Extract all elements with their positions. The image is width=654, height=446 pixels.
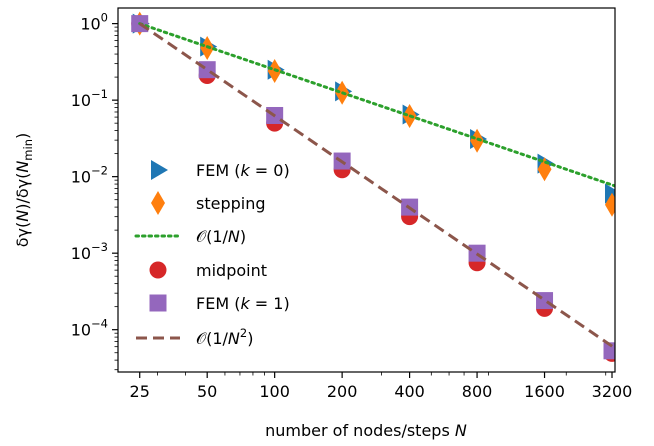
legend-key-1 [151,191,165,215]
y-axis-label: δγ(N)/δγ(Nmin) [13,133,35,248]
legend-label-4: FEM (k = 1) [196,294,290,313]
legend-label-0: FEM (k = 0) [196,161,290,180]
y-tick-label-3: 10−3 [71,240,108,263]
y-tick-label-2: 10−2 [71,164,108,187]
x-tick-label-7: 3200 [592,382,633,401]
legend-label-3: midpoint [196,261,267,280]
legend-key-0 [151,160,168,180]
lines-layer [138,22,615,350]
data-point-4-1 [198,61,216,79]
x-tick-label-5: 800 [462,382,493,401]
legend-key-4 [149,294,167,312]
x-tick-label-3: 200 [327,382,358,401]
legend-label-5: 𝒪(1/N2) [196,326,253,348]
x-tick-label-4: 400 [394,382,425,401]
x-tick-label-6: 1600 [524,382,565,401]
legend-label-2: 𝒪(1/N) [196,227,246,246]
x-tick-label-2: 100 [259,382,290,401]
y-tick-label-4: 10−4 [71,317,108,340]
legend: FEM (k = 0) stepping 𝒪(1/N) midpoint FEM (k … [134,160,290,348]
legend-label-1: stepping [196,194,266,213]
axes-layer: 25 50 100 200 400 800 1600 3200 100 10−1 10−2 10−3 1… [71,11,633,401]
y-tick-label-0: 100 [80,11,108,34]
data-point-1-5 [470,128,485,153]
x-tick-label-1: 50 [197,382,217,401]
legend-key-3 [149,261,167,279]
reference-line-5 [138,22,615,350]
plot-frame [117,7,616,373]
y-tick-label-1: 10−1 [71,87,108,110]
x-axis-label: number of nodes/steps N [265,421,467,440]
reference-line-2 [138,22,615,188]
data-point-4-7 [603,342,615,360]
data-point-1-7 [605,192,615,217]
x-tick-label-0: 25 [130,382,150,401]
